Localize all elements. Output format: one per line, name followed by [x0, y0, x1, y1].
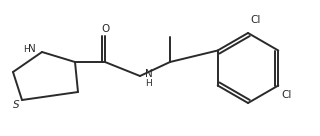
Text: N: N — [28, 44, 36, 54]
Text: H: H — [23, 44, 29, 53]
Text: H: H — [145, 78, 152, 87]
Text: Cl: Cl — [250, 15, 260, 25]
Text: O: O — [101, 24, 109, 34]
Text: S: S — [13, 100, 19, 110]
Text: N: N — [145, 69, 153, 79]
Text: Cl: Cl — [281, 89, 292, 100]
